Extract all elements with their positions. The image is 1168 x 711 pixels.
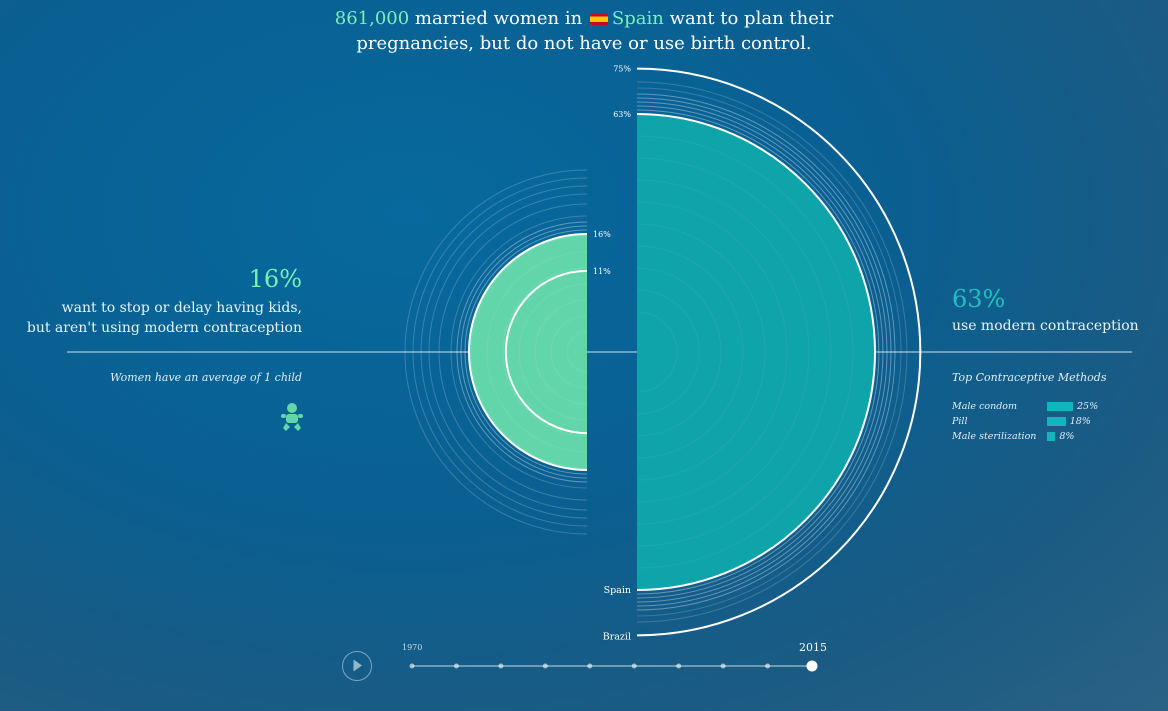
modern-inner-ring — [636, 135, 854, 569]
modern-spain-fill — [637, 114, 875, 590]
unmet-inner-ring — [486, 251, 588, 453]
unmet-inner-ring — [502, 267, 588, 437]
right-bg-ring — [636, 109, 880, 595]
timeline-start-year: 1970 — [402, 643, 423, 652]
headline-country[interactable]: Spain — [611, 8, 664, 29]
baby-icon — [280, 402, 304, 432]
method-name: Male condom — [952, 401, 1018, 412]
modern-inner-ring — [636, 157, 832, 547]
left-bg-ring — [456, 221, 588, 483]
modern-contraception-label: use modern contraception — [952, 318, 1139, 334]
headline-count: 861,000 — [334, 8, 410, 29]
modern-inner-ring — [636, 267, 722, 437]
unmet-need-line-2: but aren't using modern contraception — [26, 320, 302, 336]
play-button[interactable] — [342, 651, 372, 681]
right-bg-ring — [636, 93, 896, 611]
headline-text-a: married women in — [409, 8, 588, 29]
method-value: 8% — [1059, 431, 1075, 442]
unmet-need-description: want to stop or delay having kids, but a… — [2, 298, 302, 338]
modern-inner-ring — [636, 311, 678, 393]
left-bg-ring — [404, 169, 588, 535]
spain-flag-icon — [589, 14, 608, 25]
unmet-inner-ring — [470, 235, 588, 469]
modern-spain-label: 63% — [613, 110, 631, 119]
unmet-inner-ring — [566, 331, 588, 373]
right-bg-ring — [636, 81, 908, 623]
modern-spain-arc — [636, 113, 876, 591]
modern-brazil-arc — [636, 67, 922, 637]
unmet-spain-label: 16% — [593, 230, 611, 239]
unmet-spain-fill — [469, 234, 587, 470]
left-bg-ring — [438, 203, 588, 501]
method-row: Male sterilization 8% — [952, 430, 1152, 444]
left-bg-ring — [428, 193, 588, 511]
unmet-brazil-label: 11% — [593, 267, 611, 276]
unmet-need-line-1: want to stop or delay having kids, — [61, 300, 302, 316]
method-value: 25% — [1077, 401, 1099, 412]
right-bg-ring — [636, 87, 902, 617]
average-children-note: Women have an average of 1 child — [110, 371, 302, 384]
method-bar — [1047, 417, 1066, 426]
method-bar — [1047, 402, 1073, 411]
left-bg-ring — [450, 215, 588, 489]
modern-inner-ring — [636, 223, 766, 481]
method-name: Pill — [952, 416, 968, 427]
unmet-spain-arc — [468, 233, 588, 471]
country-label-brazil: Brazil — [603, 631, 631, 642]
modern-inner-ring — [636, 179, 810, 525]
modern-inner-ring — [636, 289, 700, 415]
unmet-inner-ring — [534, 299, 588, 405]
unmet-inner-ring — [550, 315, 588, 389]
method-name: Male sterilization — [952, 431, 1037, 442]
method-row: Pill 18% — [952, 415, 1152, 429]
play-icon — [353, 659, 362, 672]
modern-brazil-label: 75% — [613, 65, 631, 74]
left-bg-ring — [420, 185, 588, 519]
modern-inner-ring — [636, 245, 744, 459]
unmet-need-percent: 16% — [248, 265, 302, 293]
methods-title: Top Contraceptive Methods — [952, 371, 1107, 384]
unmet-brazil-arc — [504, 269, 588, 435]
method-bar — [1047, 432, 1056, 441]
left-bg-ring — [412, 177, 588, 527]
country-label-spain: Spain — [604, 585, 631, 596]
headline: 861,000 married women in Spain want to p… — [0, 6, 1168, 56]
method-row: Male condom 25% — [952, 400, 1152, 414]
left-bg-ring — [460, 225, 588, 479]
headline-line-1: 861,000 married women in Spain want to p… — [0, 6, 1168, 31]
timeline-end-year: 2015 — [799, 641, 827, 654]
method-value: 18% — [1069, 416, 1091, 427]
right-bg-ring — [636, 105, 884, 599]
modern-inner-ring — [636, 201, 788, 503]
left-bg-ring — [464, 229, 588, 475]
modern-contraception-percent: 63% — [952, 285, 1006, 313]
right-bg-ring — [636, 97, 892, 607]
headline-line-2: pregnancies, but do not have or use birt… — [356, 33, 812, 54]
unmet-inner-ring — [518, 283, 588, 421]
headline-text-b: want to plan their — [663, 8, 834, 29]
right-bg-ring — [636, 101, 888, 603]
